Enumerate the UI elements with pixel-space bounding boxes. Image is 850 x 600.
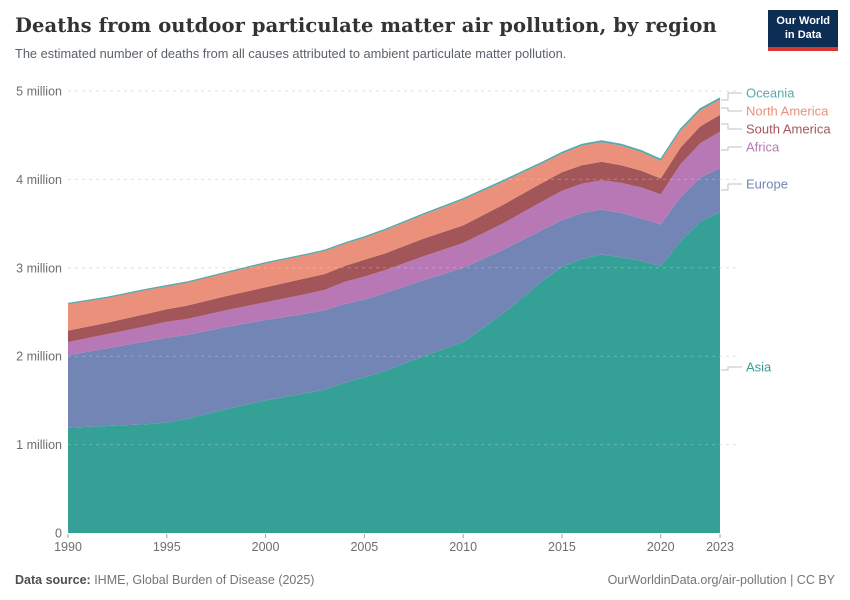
x-axis-label: 2010 xyxy=(449,540,477,554)
legend-label-europe[interactable]: Europe xyxy=(746,177,788,192)
legend-connector xyxy=(721,183,742,191)
chart-area-asia[interactable] xyxy=(68,212,720,533)
legend-label-south-america[interactable]: South America xyxy=(746,122,831,137)
data-source-text: IHME, Global Burden of Disease (2025) xyxy=(90,573,315,587)
owid-logo[interactable]: Our World in Data xyxy=(768,10,838,51)
x-axis-label: 1990 xyxy=(54,540,82,554)
legend-connector xyxy=(721,146,742,151)
legend-connector xyxy=(721,107,742,112)
x-axis-label: 2015 xyxy=(548,540,576,554)
legend-label-asia[interactable]: Asia xyxy=(746,360,772,375)
footer-link[interactable]: OurWorldinData.org/air-pollution | CC BY xyxy=(607,573,835,587)
owid-logo-line2: in Data xyxy=(784,28,822,41)
stacked-area-chart: 0 1 million 2 million 3 million 4 million 5 m… xyxy=(0,80,850,560)
y-axis-label: 4 million xyxy=(16,173,62,187)
y-axis-label: 3 million xyxy=(16,261,62,275)
x-axis-label: 2020 xyxy=(647,540,675,554)
y-axis-label: 1 million xyxy=(16,438,62,452)
page-title: Deaths from outdoor particulate matter a… xyxy=(15,14,717,37)
stack-top-outline xyxy=(67,97,721,305)
chart-area-north-america[interactable] xyxy=(68,99,720,331)
x-axis-label: 2000 xyxy=(252,540,280,554)
chart-area-africa[interactable] xyxy=(68,131,720,356)
legend-label-oceania[interactable]: Oceania xyxy=(746,86,795,101)
legend-label-africa[interactable]: Africa xyxy=(746,140,780,155)
y-axis-label: 5 million xyxy=(16,85,62,99)
y-axis-label: 0 xyxy=(55,527,62,541)
legend-connector xyxy=(721,123,742,130)
x-axis-label: 1995 xyxy=(153,540,181,554)
chart-footer: Data source: IHME, Global Burden of Dise… xyxy=(15,573,835,587)
legend-connector xyxy=(721,366,742,371)
y-axis-label: 2 million xyxy=(16,350,62,364)
data-source-label: Data source: xyxy=(15,573,91,587)
legend-connector xyxy=(721,92,742,101)
chart-canvas: 0 1 million 2 million 3 million 4 million 5 m… xyxy=(16,85,831,555)
chart-header: Deaths from outdoor particulate matter a… xyxy=(15,14,760,61)
chart-area-europe[interactable] xyxy=(68,167,720,428)
chart-subtitle: The estimated number of deaths from all … xyxy=(15,46,567,61)
data-source: Data source: IHME, Global Burden of Dise… xyxy=(15,573,314,587)
legend-label-north-america[interactable]: North America xyxy=(746,104,829,119)
x-axis-label: 2005 xyxy=(350,540,378,554)
x-axis-label: 2023 xyxy=(706,540,734,554)
owid-logo-line1: Our World xyxy=(776,15,830,27)
chart-area-south-america[interactable] xyxy=(68,114,720,343)
